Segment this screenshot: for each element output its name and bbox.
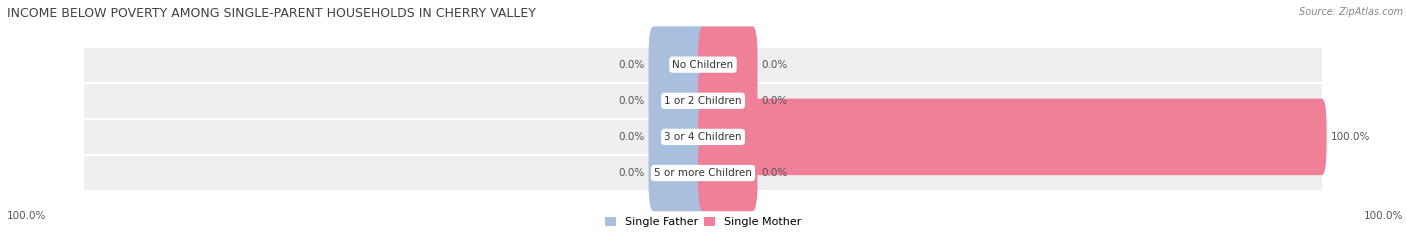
FancyBboxPatch shape bbox=[697, 99, 1327, 175]
Text: INCOME BELOW POVERTY AMONG SINGLE-PARENT HOUSEHOLDS IN CHERRY VALLEY: INCOME BELOW POVERTY AMONG SINGLE-PARENT… bbox=[7, 7, 536, 20]
FancyBboxPatch shape bbox=[648, 26, 709, 103]
Text: 0.0%: 0.0% bbox=[762, 96, 787, 106]
Text: 0.0%: 0.0% bbox=[619, 96, 644, 106]
Text: 100.0%: 100.0% bbox=[7, 211, 46, 221]
FancyBboxPatch shape bbox=[697, 135, 758, 211]
Text: 0.0%: 0.0% bbox=[762, 168, 787, 178]
Bar bbox=[84, 84, 1322, 118]
Text: No Children: No Children bbox=[672, 60, 734, 70]
FancyBboxPatch shape bbox=[648, 135, 709, 211]
Text: 0.0%: 0.0% bbox=[762, 60, 787, 70]
FancyBboxPatch shape bbox=[697, 62, 758, 139]
Bar bbox=[84, 120, 1322, 154]
Bar bbox=[84, 48, 1322, 82]
Text: 0.0%: 0.0% bbox=[619, 168, 644, 178]
FancyBboxPatch shape bbox=[648, 62, 709, 139]
Text: 5 or more Children: 5 or more Children bbox=[654, 168, 752, 178]
Text: Source: ZipAtlas.com: Source: ZipAtlas.com bbox=[1299, 7, 1403, 17]
Text: 100.0%: 100.0% bbox=[1331, 132, 1371, 142]
Text: 3 or 4 Children: 3 or 4 Children bbox=[664, 132, 742, 142]
Bar bbox=[84, 156, 1322, 190]
FancyBboxPatch shape bbox=[697, 26, 758, 103]
Legend: Single Father, Single Mother: Single Father, Single Mother bbox=[605, 217, 801, 227]
Text: 100.0%: 100.0% bbox=[1364, 211, 1403, 221]
FancyBboxPatch shape bbox=[648, 99, 709, 175]
Text: 0.0%: 0.0% bbox=[619, 132, 644, 142]
Text: 0.0%: 0.0% bbox=[619, 60, 644, 70]
Text: 1 or 2 Children: 1 or 2 Children bbox=[664, 96, 742, 106]
